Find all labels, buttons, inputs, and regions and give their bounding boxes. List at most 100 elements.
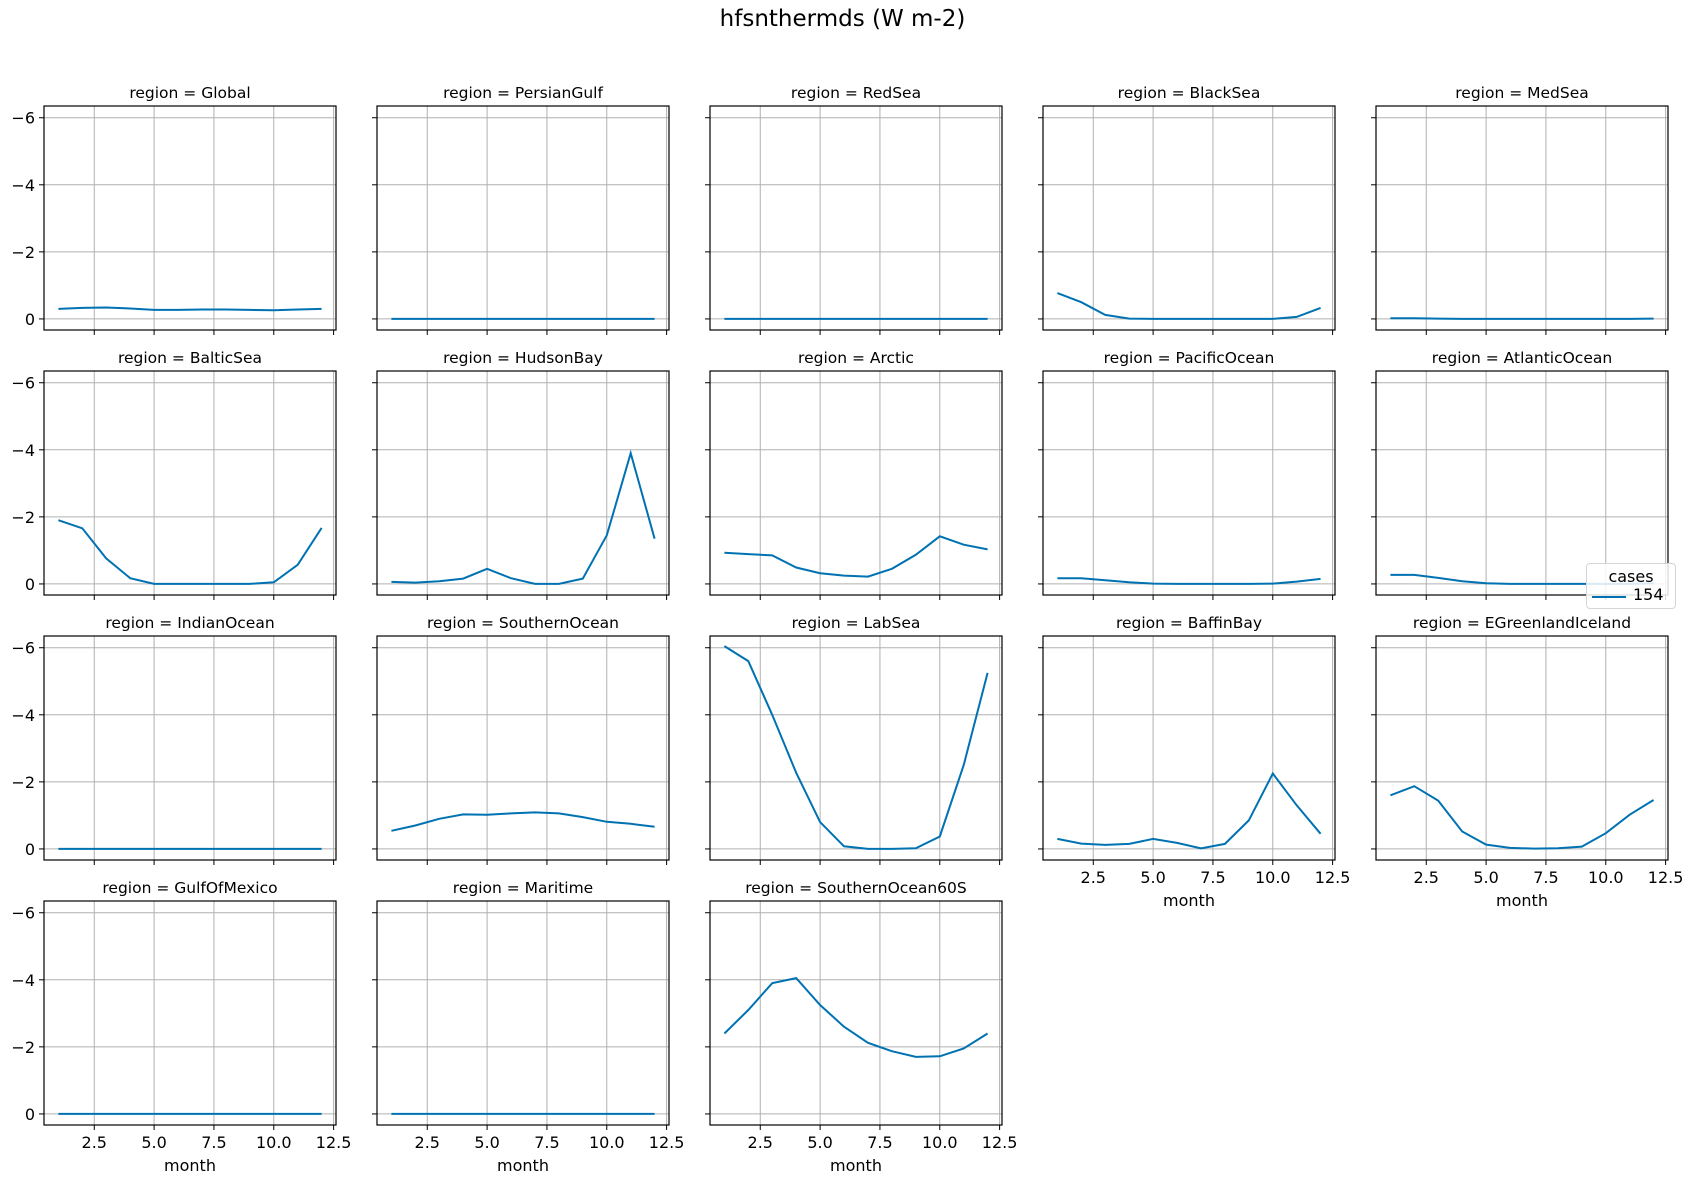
- y-tick-label: 0: [25, 1105, 35, 1124]
- panel-title: region = EGreenlandIceland: [1413, 614, 1631, 632]
- y-tick-label: 0: [25, 575, 35, 594]
- panel-title: region = PersianGulf: [443, 84, 603, 102]
- x-tick-label: 10.0: [256, 1133, 292, 1152]
- series-line-154: [1057, 577, 1321, 585]
- y-tick-label: −4: [11, 441, 35, 460]
- y-tick-label: −4: [11, 176, 35, 195]
- y-tick-label: −4: [11, 706, 35, 725]
- x-tick-label: 10.0: [1588, 868, 1624, 887]
- y-tick-label: −2: [11, 508, 35, 527]
- x-tick-label: 2.5: [748, 1133, 773, 1152]
- axes-frame: [376, 900, 670, 1126]
- panel-title: region = GulfOfMexico: [102, 879, 277, 897]
- panel-title: region = SouthernOcean: [427, 614, 619, 632]
- panel-title: region = BlackSea: [1118, 84, 1261, 102]
- x-tick-label: 7.5: [534, 1133, 559, 1152]
- axes-frame: [1375, 105, 1669, 331]
- y-tick-label: −2: [11, 243, 35, 262]
- axes-frame: [376, 105, 670, 331]
- panel-pacificocean: region = PacificOcean: [1038, 349, 1336, 600]
- x-tick-label: 7.5: [1200, 868, 1225, 887]
- x-tick-label: 5.0: [1473, 868, 1498, 887]
- x-tick-label: 5.0: [474, 1133, 499, 1152]
- panel-title: region = LabSea: [792, 614, 921, 632]
- panel-title: region = PacificOcean: [1104, 349, 1275, 367]
- y-tick-label: −4: [11, 971, 35, 990]
- y-tick-label: 0: [25, 310, 35, 329]
- series-line-154: [724, 535, 988, 578]
- axes-frame: [1042, 635, 1336, 861]
- series-line-154: [723, 977, 989, 1058]
- series-line-154: [1057, 771, 1322, 850]
- axes-frame: [1375, 635, 1669, 861]
- panel-title: region = IndianOcean: [105, 614, 274, 632]
- x-axis-label: month: [1163, 891, 1215, 910]
- axes-frame: [709, 105, 1003, 331]
- series-line-154: [1390, 785, 1655, 850]
- panel-title: region = SouthernOcean60S: [745, 879, 967, 897]
- axes-frame: [43, 635, 337, 861]
- axes-frame: [1042, 370, 1336, 596]
- legend: cases 154: [1586, 563, 1676, 609]
- series-line-154: [58, 519, 323, 585]
- y-tick-label: −6: [11, 639, 35, 658]
- panel-title: region = RedSea: [791, 84, 921, 102]
- x-tick-label: 2.5: [415, 1133, 440, 1152]
- panel-maritime: region = Maritime 2.5 5.0 7.5 10.0 12.5 month: [372, 879, 684, 1175]
- series-line-154: [1390, 317, 1654, 320]
- y-tick-label: −2: [11, 773, 35, 792]
- axes-frame: [709, 635, 1003, 861]
- panel-gulfofmexico: region = GulfOfMexico −6 −4 −2 0 2.5 5.0 7.5 10.…: [11, 879, 351, 1175]
- y-tick-label: 0: [25, 840, 35, 859]
- figure-title: hfsnthermds (W m-2): [719, 6, 966, 32]
- x-tick-label: 12.5: [982, 1133, 1018, 1152]
- x-tick-label: 2.5: [1081, 868, 1106, 887]
- axes-frame: [43, 900, 337, 1126]
- panel-labsea: region = LabSea: [705, 614, 1003, 865]
- panel-arctic: region = Arctic: [705, 349, 1003, 600]
- panel-title: region = Arctic: [798, 349, 914, 367]
- panel-egreenlandiceland: region = EGreenlandIceland 2.5 5.0 7.5 10.0 1…: [1371, 614, 1683, 910]
- axes-frame: [1042, 105, 1336, 331]
- panel-indianocean: region = IndianOcean −6 −4 −2 0: [11, 614, 337, 865]
- panel-title: region = Global: [129, 84, 250, 102]
- panel-title: region = BalticSea: [118, 349, 262, 367]
- x-tick-label: 12.5: [316, 1133, 352, 1152]
- x-axis-label: month: [164, 1156, 216, 1175]
- panel-medsea: region = MedSea: [1371, 84, 1669, 335]
- x-tick-label: 12.5: [649, 1133, 685, 1152]
- x-tick-label: 7.5: [201, 1133, 226, 1152]
- axes-frame: [376, 635, 670, 861]
- x-tick-label: 10.0: [1255, 868, 1291, 887]
- x-tick-label: 12.5: [1315, 868, 1351, 887]
- legend-line-swatch: [1592, 596, 1626, 598]
- x-tick-label: 10.0: [922, 1133, 958, 1152]
- axes-frame: [376, 370, 670, 596]
- panel-title: region = Maritime: [453, 879, 593, 897]
- panel-redsea: region = RedSea: [705, 84, 1003, 335]
- panel-global: region = Global −6 −4 −2 0: [11, 84, 337, 335]
- y-tick-label: −6: [11, 109, 35, 128]
- panel-blacksea: region = BlackSea: [1038, 84, 1336, 335]
- x-tick-label: 5.0: [1140, 868, 1165, 887]
- legend-title: cases: [1608, 567, 1654, 586]
- legend-entry-label: 154: [1633, 585, 1664, 604]
- x-tick-label: 5.0: [141, 1133, 166, 1152]
- x-tick-label: 10.0: [589, 1133, 625, 1152]
- x-tick-label: 2.5: [82, 1133, 107, 1152]
- x-tick-label: 7.5: [867, 1133, 892, 1152]
- series-line-154: [58, 306, 322, 312]
- axes-frame: [43, 370, 337, 596]
- panel-title: region = AtlanticOcean: [1432, 349, 1612, 367]
- axes-frame: [709, 900, 1003, 1126]
- series-line-154: [723, 645, 989, 850]
- panel-title: region = HudsonBay: [443, 349, 603, 367]
- x-tick-label: 7.5: [1533, 868, 1558, 887]
- y-tick-label: −2: [11, 1038, 35, 1057]
- panel-balticsea: region = BalticSea −6 −4 −2 0: [11, 349, 337, 600]
- series-line-154: [391, 811, 655, 832]
- panel-southernocean: region = SouthernOcean: [372, 614, 670, 865]
- panel-title: region = BaffinBay: [1116, 614, 1262, 632]
- axes-frame: [709, 370, 1003, 596]
